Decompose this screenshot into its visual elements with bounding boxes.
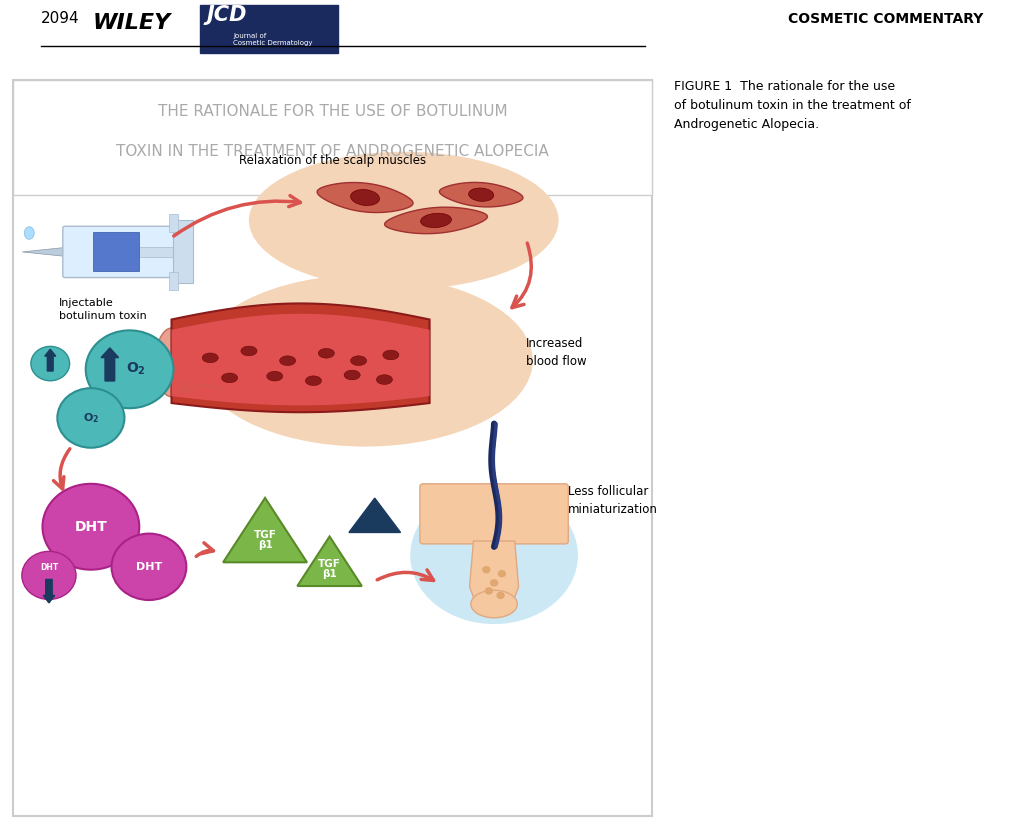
Ellipse shape (305, 375, 322, 385)
Polygon shape (439, 183, 523, 207)
FancyArrow shape (101, 348, 119, 381)
Text: Relaxation of the scalp muscles: Relaxation of the scalp muscles (240, 154, 426, 167)
FancyArrowPatch shape (197, 543, 213, 557)
Bar (169, 272, 177, 289)
Bar (139, 247, 175, 257)
Text: COSMETIC COMMENTARY: COSMETIC COMMENTARY (787, 12, 983, 26)
Polygon shape (349, 498, 400, 533)
Polygon shape (172, 304, 430, 412)
Bar (169, 214, 177, 232)
FancyArrowPatch shape (174, 196, 300, 236)
Circle shape (484, 587, 494, 595)
Ellipse shape (221, 373, 238, 383)
FancyArrowPatch shape (377, 570, 433, 581)
Ellipse shape (377, 375, 392, 385)
Circle shape (489, 579, 499, 586)
Circle shape (86, 330, 173, 409)
Ellipse shape (469, 188, 494, 201)
Ellipse shape (383, 350, 399, 360)
Text: THE RATIONALE FOR THE USE OF BOTULINUM: THE RATIONALE FOR THE USE OF BOTULINUM (158, 104, 508, 119)
Polygon shape (297, 537, 361, 586)
FancyBboxPatch shape (13, 80, 652, 194)
Circle shape (482, 566, 490, 573)
FancyBboxPatch shape (62, 227, 180, 278)
Text: $\mathbf{O_2}$: $\mathbf{O_2}$ (126, 361, 146, 377)
Text: Increased
blood flow: Increased blood flow (526, 337, 587, 368)
Text: Less follicular
miniaturization: Less follicular miniaturization (568, 485, 658, 517)
FancyBboxPatch shape (173, 221, 194, 284)
Ellipse shape (318, 348, 335, 358)
Polygon shape (223, 498, 307, 562)
Text: WILEY: WILEY (92, 13, 170, 33)
Circle shape (42, 484, 139, 570)
Text: 2094: 2094 (41, 11, 80, 26)
FancyArrowPatch shape (180, 381, 220, 391)
Polygon shape (23, 247, 65, 256)
FancyArrowPatch shape (53, 449, 70, 489)
Text: JCD: JCD (207, 5, 248, 25)
Text: TGF
β1: TGF β1 (254, 530, 276, 550)
Polygon shape (317, 183, 413, 213)
Polygon shape (172, 313, 430, 405)
FancyArrowPatch shape (512, 243, 531, 308)
Circle shape (498, 570, 506, 577)
Text: $\mathbf{O_2}$: $\mathbf{O_2}$ (83, 411, 99, 425)
Polygon shape (470, 541, 518, 604)
Text: DHT: DHT (136, 562, 162, 571)
FancyArrow shape (45, 349, 55, 371)
Ellipse shape (241, 346, 257, 356)
FancyArrow shape (43, 580, 54, 603)
Ellipse shape (198, 275, 532, 447)
Circle shape (31, 347, 70, 380)
Text: Journal of
Cosmetic Dermatology: Journal of Cosmetic Dermatology (233, 33, 313, 46)
Circle shape (57, 388, 125, 447)
FancyBboxPatch shape (13, 80, 652, 816)
Text: DHT: DHT (40, 563, 58, 572)
Circle shape (497, 592, 505, 599)
Ellipse shape (266, 371, 283, 381)
Circle shape (112, 533, 186, 600)
Text: FIGURE 1  The rationale for the use
of botulinum toxin in the treatment of
Andro: FIGURE 1 The rationale for the use of bo… (674, 80, 910, 131)
Text: TOXIN IN THE TREATMENT OF ANDROGENETIC ALOPECIA: TOXIN IN THE TREATMENT OF ANDROGENETIC A… (117, 144, 549, 160)
Ellipse shape (280, 356, 296, 366)
Ellipse shape (350, 189, 380, 206)
Ellipse shape (25, 227, 34, 239)
FancyBboxPatch shape (420, 484, 568, 544)
Polygon shape (385, 208, 487, 234)
FancyBboxPatch shape (93, 232, 139, 271)
FancyBboxPatch shape (200, 5, 338, 53)
Ellipse shape (156, 328, 187, 397)
Ellipse shape (471, 590, 517, 618)
Ellipse shape (421, 213, 452, 227)
Text: Injectable
botulinum toxin: Injectable botulinum toxin (58, 298, 146, 321)
Ellipse shape (411, 486, 578, 624)
Ellipse shape (344, 370, 360, 380)
Text: DHT: DHT (75, 519, 108, 533)
Circle shape (22, 552, 76, 600)
Ellipse shape (202, 353, 218, 363)
Ellipse shape (350, 356, 367, 366)
Ellipse shape (249, 151, 559, 289)
Text: TGF
β1: TGF β1 (318, 558, 341, 579)
